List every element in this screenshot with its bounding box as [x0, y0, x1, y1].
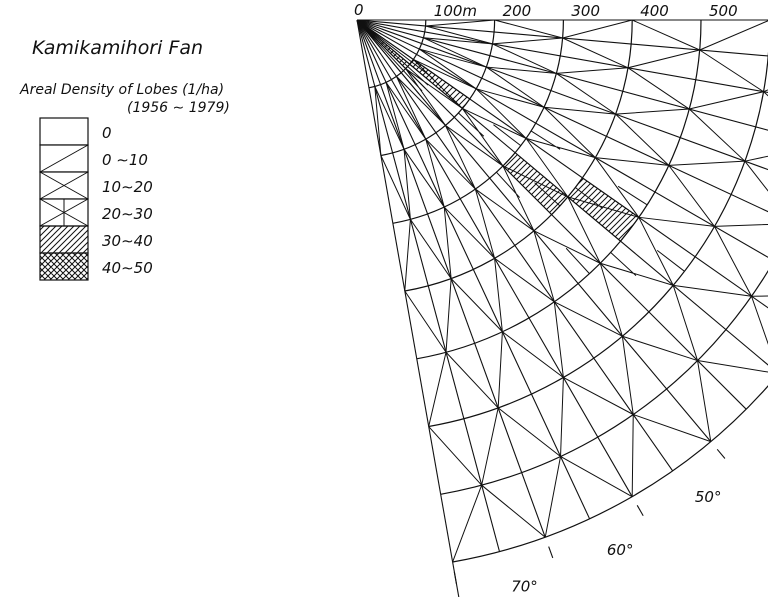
- legend-swatch: [39, 225, 89, 254]
- radial-label: 100m: [434, 2, 477, 20]
- tick-mark: [716, 448, 726, 459]
- legend-label: 0 ∼10: [102, 151, 148, 169]
- radial-line: [356, 19, 501, 552]
- radial-line: [356, 19, 768, 309]
- radial-lines: [356, 19, 768, 597]
- legend-swatch: [39, 252, 89, 281]
- distance-arc: [440, 269, 768, 495]
- radial-line: [356, 19, 768, 171]
- angle-label: 60°: [607, 541, 634, 559]
- angle-label: 70°: [511, 578, 538, 596]
- tick-mark: [548, 546, 554, 559]
- triangular-mesh: [356, 19, 768, 563]
- radial-distance-labels: 100m200300400500600700800m: [434, 2, 738, 20]
- outer-tick-marks: [453, 448, 726, 584]
- radial-line: [356, 19, 712, 442]
- legend-swatches: [39, 117, 89, 281]
- legend-label: 10∼20: [102, 178, 153, 196]
- legend-title: Areal Density of Lobes (1/ha): [19, 82, 224, 98]
- chart-title: Kamikamihori Fan: [32, 37, 203, 59]
- legend: Areal Density of Lobes (1/ha) (1956 ∼ 19…: [19, 82, 230, 281]
- legend-label: 20∼30: [102, 205, 153, 223]
- angle-labels: 0°10°20°30°40°50°60°70°: [511, 488, 722, 596]
- radial-line: [356, 19, 546, 538]
- density-cells: [380, 41, 640, 242]
- radial-line: [356, 19, 768, 213]
- radial-line: [356, 19, 768, 94]
- radial-line: [356, 19, 747, 410]
- legend-labels: 0 0 ∼10 10∼20 20∼30 30∼40 40∼50: [102, 124, 153, 277]
- radial-line: [356, 19, 768, 258]
- radial-line: [356, 19, 633, 497]
- legend-swatch: [39, 117, 89, 146]
- distance-arc: [452, 385, 768, 563]
- angle-label: 50°: [695, 488, 722, 506]
- radial-line: [356, 19, 591, 520]
- radial-line: [356, 19, 674, 472]
- radial-line: [356, 19, 768, 57]
- apex-label: 0: [354, 1, 364, 19]
- radial-label: 300: [571, 2, 600, 20]
- radial-label: 200: [503, 2, 532, 20]
- radial-label: 400: [640, 2, 669, 20]
- tick-mark: [636, 505, 644, 516]
- radial-label: 500: [709, 2, 738, 20]
- mesh-lines: [356, 19, 768, 563]
- legend-label: 40∼50: [102, 259, 153, 277]
- legend-label: 0: [102, 124, 112, 142]
- legend-label: 30∼40: [102, 232, 153, 250]
- tick-mark: [453, 571, 457, 584]
- radial-line: [356, 19, 768, 366]
- fan-grid: [356, 19, 768, 597]
- legend-period: (1956 ∼ 1979): [127, 100, 230, 116]
- radial-line: [356, 19, 768, 131]
- radial-line: [356, 19, 460, 597]
